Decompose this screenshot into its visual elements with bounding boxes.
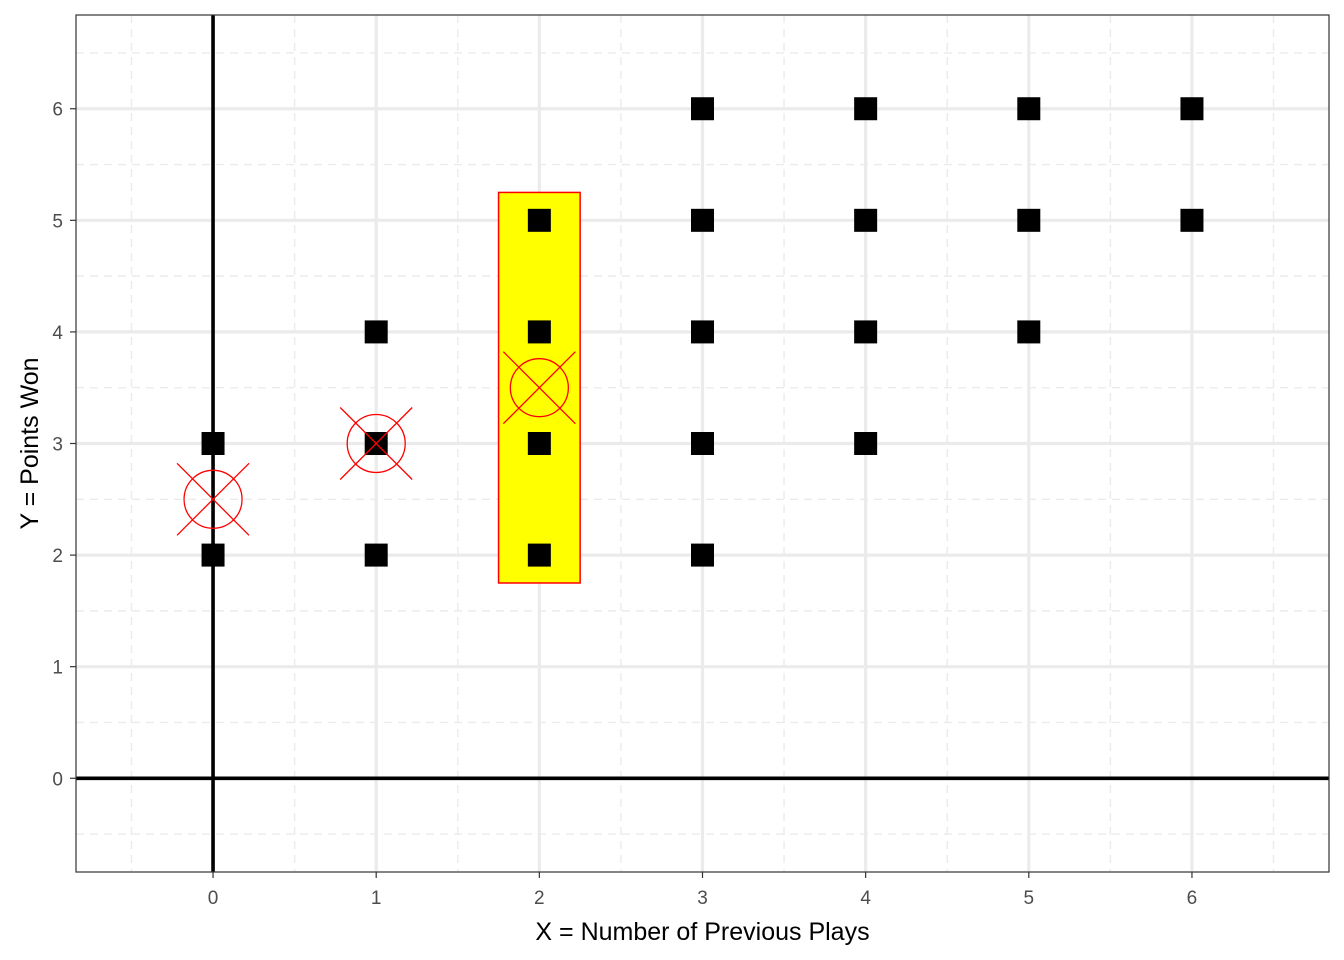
data-point — [364, 543, 388, 567]
conditional-mean-marker — [502, 351, 576, 425]
y-tick-label: 4 — [52, 323, 63, 344]
x-tick-label: 3 — [697, 888, 708, 909]
data-point — [691, 97, 714, 121]
conditional-mean-marker — [339, 407, 413, 480]
data-point — [1017, 208, 1041, 232]
data-point — [201, 543, 225, 567]
data-point — [1180, 208, 1204, 232]
data-point — [527, 208, 551, 232]
tick-labels: 0 1 2 3 4 5 6 0 1 2 3 4 5 6 — [52, 100, 1197, 909]
data-point — [691, 208, 714, 232]
data-point — [1180, 97, 1204, 121]
data-point — [854, 208, 878, 232]
y-tick-label: 1 — [52, 658, 63, 679]
data-point — [201, 432, 225, 455]
data-point — [691, 320, 714, 344]
data-point — [854, 432, 878, 455]
axis-ticks — [70, 108, 1193, 878]
data-point — [1017, 320, 1041, 344]
y-axis-title: Y = Points Won — [16, 357, 44, 529]
x-tick-label: 4 — [860, 888, 871, 909]
x-tick-label: 1 — [371, 888, 382, 909]
y-tick-label: 5 — [52, 211, 63, 232]
x-tick-label: 5 — [1024, 888, 1035, 909]
data-point — [527, 432, 551, 455]
x-tick-label: 6 — [1187, 888, 1198, 909]
data-point — [854, 320, 878, 344]
y-tick-label: 6 — [52, 100, 63, 121]
data-point — [527, 543, 551, 567]
x-tick-label: 0 — [208, 888, 219, 909]
data-point — [691, 543, 714, 567]
x-tick-label: 2 — [534, 888, 545, 909]
y-tick-label: 0 — [52, 769, 63, 790]
x-axis-title: X = Number of Previous Plays — [535, 918, 869, 946]
y-tick-label: 3 — [52, 435, 63, 456]
data-point — [691, 432, 714, 455]
data-point — [854, 97, 878, 121]
data-points — [201, 97, 1204, 567]
conditional-mean-marker — [176, 462, 250, 536]
conditional-means — [176, 351, 576, 536]
data-point — [1017, 97, 1041, 121]
y-tick-label: 2 — [52, 546, 63, 567]
data-point — [527, 320, 551, 344]
data-point — [364, 320, 388, 344]
